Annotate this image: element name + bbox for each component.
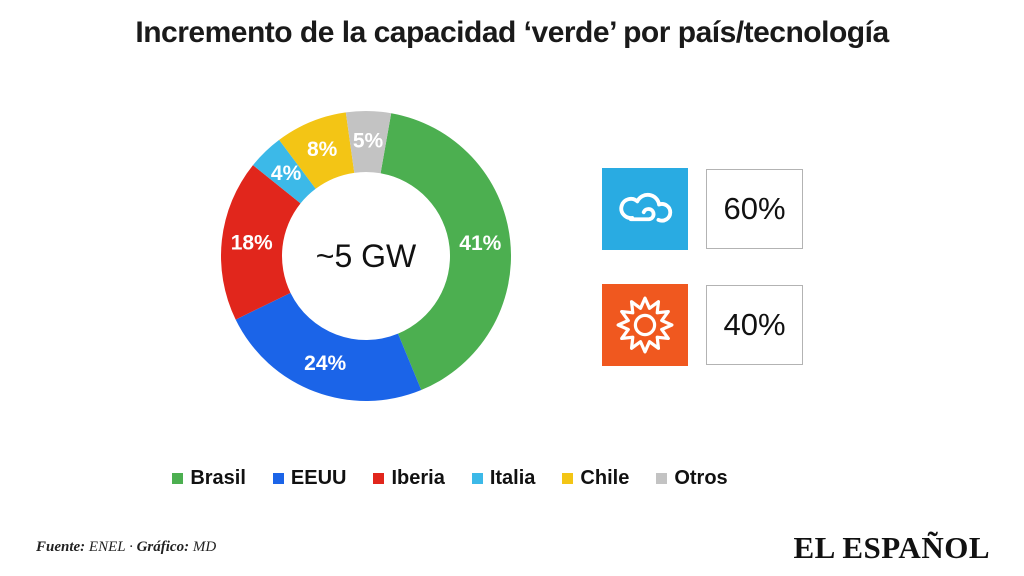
donut-segment-eeuu — [235, 292, 422, 401]
donut-segment-label: 8% — [307, 138, 338, 161]
source-label: Fuente: — [36, 539, 86, 555]
donut-segment-iberia — [221, 165, 301, 320]
technology-panel: 60% 40% — [602, 168, 803, 366]
legend-swatch — [562, 473, 574, 484]
donut-svg: 41% 24% 18% 4%8% 5% — [221, 111, 511, 401]
legend-label: Iberia — [391, 467, 445, 489]
legend-item-otros: Otros — [656, 467, 728, 490]
donut-segment-label: 18% — [231, 232, 273, 255]
donut-segment-label: 24% — [304, 352, 346, 375]
legend-swatch — [656, 473, 668, 484]
donut-segment-otros — [345, 111, 392, 174]
legend-item-chile: Chile — [562, 467, 629, 490]
donut-segment-brasil — [380, 113, 511, 391]
donut-segment-label: 4% — [271, 162, 302, 185]
legend: Brasil EEUU Iberia Italia Chile Otros — [0, 467, 900, 490]
solar-row: 40% — [602, 284, 803, 366]
wind-row: 60% — [602, 168, 803, 250]
chart-title: Incremento de la capacidad ‘verde’ por p… — [135, 16, 889, 49]
legend-label: Chile — [580, 467, 630, 489]
legend-swatch — [172, 473, 184, 484]
wind-share-value: 60% — [706, 169, 803, 249]
donut-segment-chile — [279, 112, 355, 189]
credit-value: MD — [189, 539, 217, 555]
sun-icon — [602, 284, 688, 366]
donut-segment-label: 41% — [459, 232, 501, 255]
legend-item-iberia: Iberia — [373, 467, 445, 490]
legend-swatch — [272, 473, 284, 484]
donut-chart: 41% 24% 18% 4% 8% 5% ~5 GW — [218, 108, 514, 404]
legend-item-italia: Italia — [471, 467, 536, 490]
legend-label: Italia — [489, 467, 536, 489]
legend-swatch — [373, 473, 385, 484]
legend-swatch — [471, 473, 483, 484]
wind-icon — [602, 168, 688, 250]
donut-segment-italia — [252, 139, 316, 204]
credit-label: Gráfico: — [136, 539, 190, 555]
solar-share-value: 40% — [706, 285, 803, 365]
donut-segment-label: 5% — [353, 130, 384, 153]
legend-item-eeuu: EEUU — [272, 467, 347, 490]
source-value: ENEL · — [85, 539, 137, 555]
donut-center-label: ~5 GW — [315, 237, 417, 274]
legend-label: Brasil — [190, 467, 246, 489]
legend-label: Otros — [674, 467, 728, 489]
source-credit: Fuente: ENEL · Gráfico: MD — [36, 539, 216, 556]
brand-logo: EL ESPAÑOL — [793, 530, 990, 565]
legend-label: EEUU — [290, 467, 347, 489]
legend-item-brasil: Brasil — [172, 467, 246, 490]
